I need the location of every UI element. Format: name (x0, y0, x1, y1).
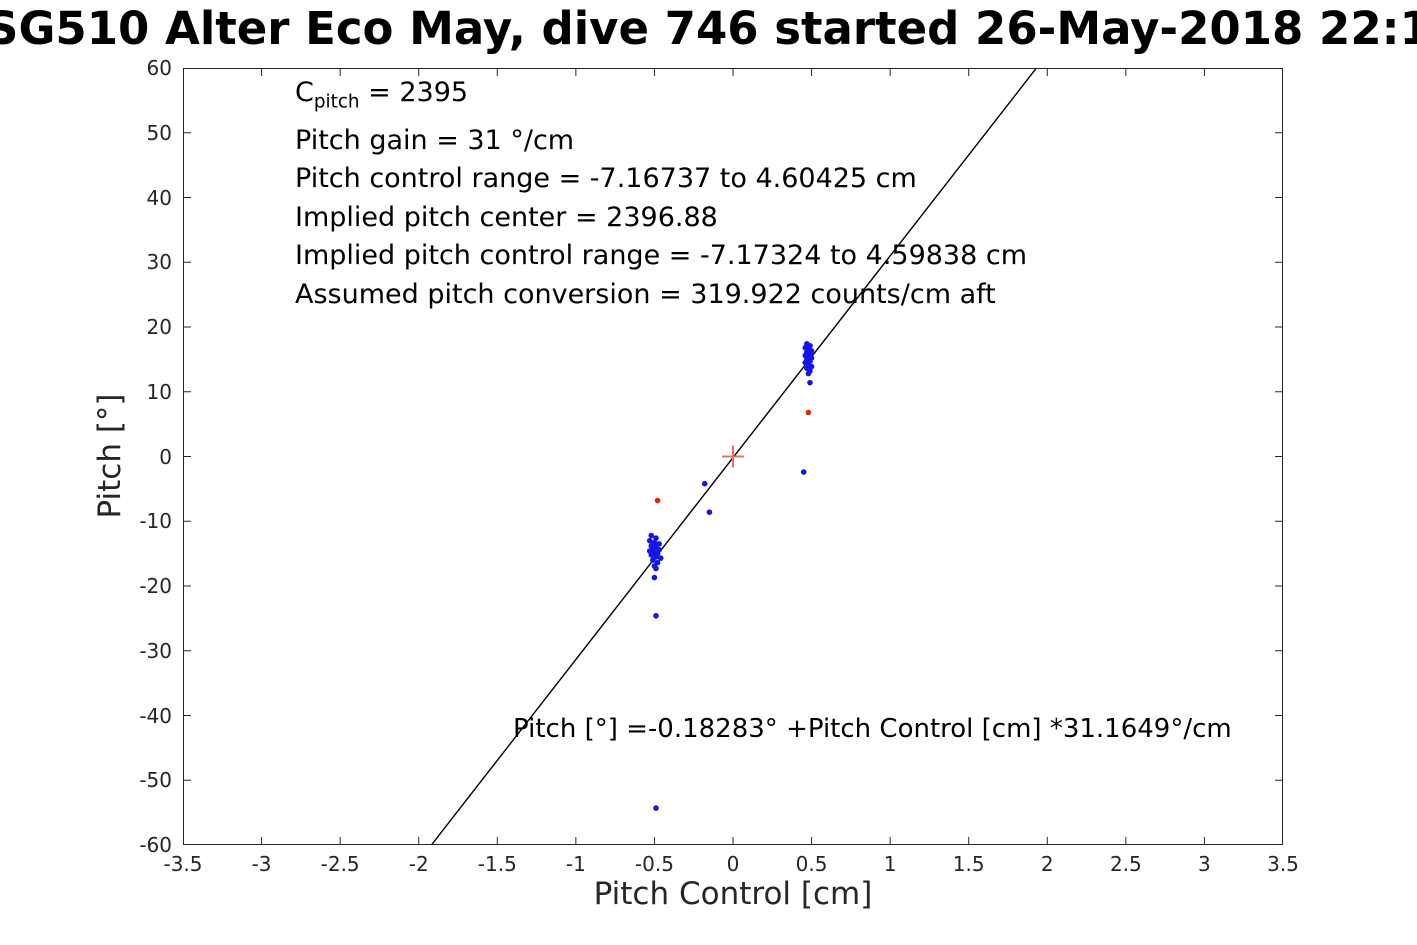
pitch-observations-point (650, 557, 656, 563)
x-tick-label: 1 (883, 852, 897, 876)
fit-equation: Pitch [°] =-0.18283° +Pitch Control [cm]… (513, 714, 1232, 744)
x-tick-label: 3.5 (1267, 852, 1299, 876)
cpitch-prefix: C (295, 77, 314, 108)
pitch-observations-point (653, 535, 659, 541)
pitch-observations-point (807, 379, 813, 386)
pitch-observations-point (651, 574, 658, 581)
pitch-observations-point (653, 612, 659, 619)
x-tick-label: -2 (408, 852, 429, 876)
pitch-observations-point (706, 509, 713, 515)
pitch-observations-point (648, 532, 655, 539)
fit-info-line: Implied pitch control range = -7.17324 t… (295, 240, 1028, 272)
pitch-observations-point (657, 555, 664, 561)
x-tick-labels: -3.5 -3 -2.5 -2 -1.5 -1 -0.5 0 0.5 1 1.5 2 2.5 3 3.5 (163, 852, 1298, 878)
y-tick-label: 10 (146, 379, 172, 404)
y-tick-label: -20 (139, 574, 172, 598)
pitch-observations-point (701, 480, 708, 487)
pitch-observations-point (646, 537, 653, 544)
pitch-observations-point (648, 552, 655, 558)
y-tick-label: 0 (159, 444, 172, 469)
y-tick-label: -10 (139, 509, 172, 534)
fit-info-line: Implied pitch center = 2396.88 (295, 201, 718, 233)
cpitch-subscript: pitch (313, 91, 360, 113)
fit-info-cpitch: Cpitch = 2395 (295, 74, 1027, 122)
y-tick-label: -50 (139, 768, 172, 793)
chart-title: SG510 Alter Eco May, dive 746 started 26… (0, 2, 1417, 55)
x-axis-label: Pitch Control [cm] (593, 876, 873, 912)
pitch-observations-point (805, 370, 812, 377)
x-tick-label: 1.5 (952, 852, 985, 876)
x-tick-label: 0 (726, 852, 740, 876)
x-tick-label: -3.5 (163, 852, 203, 876)
x-tick-label: -2.5 (320, 852, 360, 876)
y-tick-label: -60 (139, 833, 172, 857)
pitch-observations-point (800, 469, 807, 475)
y-tick-label: 30 (146, 250, 172, 275)
pitch-observations-point (653, 805, 659, 811)
x-tick-label: 2.5 (1109, 852, 1142, 876)
y-tick-label: -30 (139, 638, 172, 663)
x-tick-label: -1 (565, 852, 586, 876)
y-tick-label: 20 (146, 315, 172, 339)
x-tick-label: 2 (1040, 852, 1054, 876)
fit-info-line: Pitch gain = 31 °/cm (295, 124, 575, 156)
flagged-observations-point (805, 409, 812, 416)
y-tick-label: 40 (146, 185, 172, 210)
x-tick-label: -1.5 (477, 852, 517, 876)
y-tick-label: 50 (146, 120, 172, 145)
fit-info-line: Assumed pitch conversion = 319.922 count… (295, 278, 996, 310)
fit-info-line: Pitch control range = -7.16737 to 4.6042… (295, 163, 917, 195)
plot-area (183, 68, 1283, 845)
y-tick-label: 60 (146, 56, 172, 80)
cpitch-value: = 2395 (359, 77, 469, 108)
y-tick-label: -40 (139, 703, 172, 728)
pitch-observations-point (653, 565, 659, 572)
pitch-observations-point (808, 363, 815, 370)
x-tick-label: -3 (251, 852, 272, 876)
flagged-observations-point (654, 497, 661, 504)
y-tick-labels: -60 -50 -40 -30 -20 -10 0 10 20 30 40 50 60 (0, 56, 172, 857)
x-tick-label: -0.5 (634, 852, 674, 876)
x-tick-label: 0.5 (795, 852, 828, 876)
fit-info-block: Cpitch = 2395 Pitch gain = 31 °/cm Pitch… (295, 74, 1027, 314)
x-tick-label: 3 (1198, 852, 1211, 876)
